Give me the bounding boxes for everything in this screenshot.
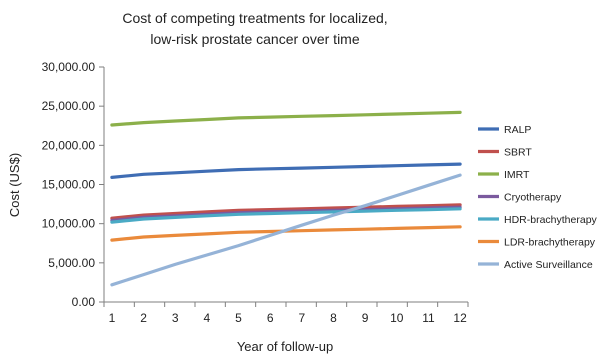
y-tick-label: 10,000.00 xyxy=(42,217,96,231)
x-tick-label: 8 xyxy=(330,311,337,325)
y-tick-label: 30,000.00 xyxy=(42,60,96,74)
legend-label-ralp: RALP xyxy=(504,124,531,136)
plot-area: 0.00 5,000.00 10,000.00 15,000.00 20,000.00 2… xyxy=(42,60,469,325)
legend-label-imrt: IMRT xyxy=(504,169,530,181)
x-tick-label: 10 xyxy=(390,311,404,325)
x-tick-label: 11 xyxy=(422,311,435,325)
y-tick-label: 25,000.00 xyxy=(42,99,96,113)
y-tick-label: 15,000.00 xyxy=(42,178,96,192)
x-axis-title: Year of follow-up xyxy=(237,339,333,354)
series-line-ralp xyxy=(110,162,462,179)
series-line-sbrt xyxy=(110,203,462,220)
legend-label-sbrt: SBRT xyxy=(504,147,532,159)
x-tick-label: 3 xyxy=(172,311,179,325)
x-tick-label: 2 xyxy=(140,311,147,325)
y-tick-label: 5,000.00 xyxy=(48,256,95,270)
x-tick-label: 9 xyxy=(362,311,369,325)
x-tick-label: 5 xyxy=(235,311,242,325)
series-line-imrt xyxy=(110,110,462,127)
x-tick-label: 4 xyxy=(204,311,211,325)
series-line-active-surveillance xyxy=(110,173,462,287)
legend-label-cryotherapy: Cryotherapy xyxy=(504,192,562,204)
x-tick-label: 6 xyxy=(267,311,274,325)
series-line-hdr-brachytherapy xyxy=(110,207,462,224)
y-tick-label: 20,000.00 xyxy=(42,138,96,152)
x-tick-label: 12 xyxy=(453,311,467,325)
chart-title-line-2: low-risk prostate cancer over time xyxy=(150,31,360,47)
legend-label-ldr-brachytherapy: LDR-brachytherapy xyxy=(504,237,596,249)
x-tick-label: 1 xyxy=(109,311,116,325)
legend-label-active-surveillance: Active Surveillance xyxy=(504,259,593,271)
y-tick-label: 0.00 xyxy=(72,295,96,309)
y-axis-title: Cost (US$) xyxy=(7,153,22,217)
legend: RALP SBRT IMRT Cryotherapy HDR-brachytherapy… xyxy=(478,124,598,271)
x-tick-label: 7 xyxy=(298,311,305,325)
chart-title-line-1: Cost of competing treatments for localiz… xyxy=(122,10,387,26)
legend-label-hdr-brachytherapy: HDR-brachytherapy xyxy=(504,214,598,226)
